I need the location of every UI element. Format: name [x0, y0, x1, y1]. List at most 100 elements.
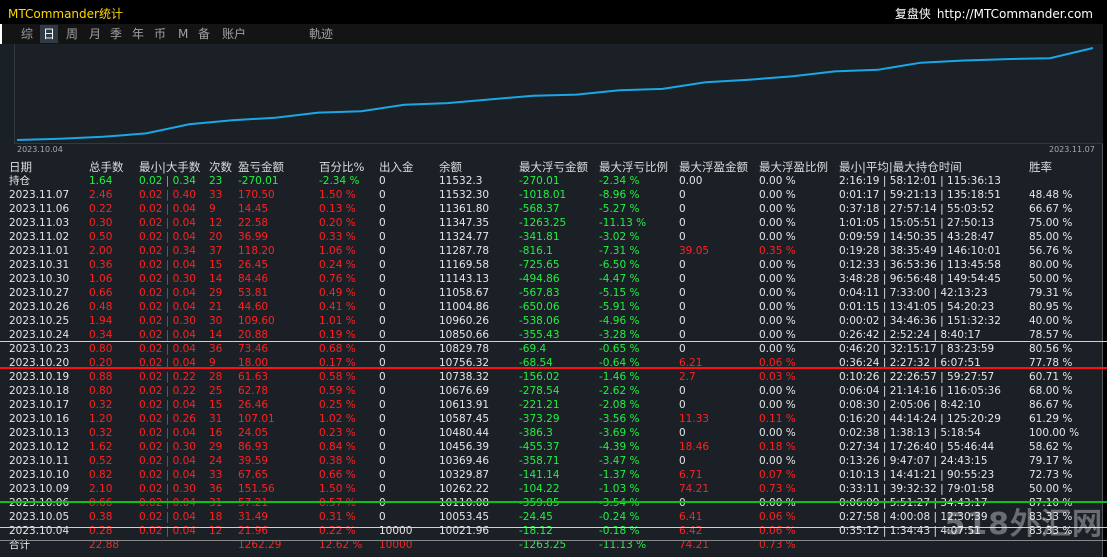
table-cell: -5.15 % [599, 287, 640, 299]
table-cell: 29 [209, 441, 223, 453]
table-row[interactable]: 2023.11.06 0.22 0.02 | 0.04 9 14.45 0.13 % 0 11… [0, 202, 1103, 216]
tab-10[interactable]: 軌迹 [309, 27, 334, 41]
table-cell: 0.02 | 0.04 [139, 525, 196, 537]
table-row[interactable]: 2023.11.03 0.30 0.02 | 0.04 12 22.58 0.20 % 0 1… [0, 216, 1103, 230]
table-row[interactable]: 2023.10.06 0.66 0.02 | 0.04 31 57.21 0.57 % 0 1… [0, 496, 1103, 510]
column-header[interactable]: 盈亏金额 [238, 160, 284, 174]
table-cell: 80.56 % [1029, 343, 1073, 355]
table-cell: 0.82 [89, 469, 113, 481]
table-row[interactable]: 2023.10.04 0.28 0.02 | 0.04 12 21.96 0.22 % 10… [0, 524, 1103, 538]
holding-row[interactable]: 持仓 1.64 0.02 | 0.34 23 -270.01 -2.34 % 0 11532.… [0, 174, 1103, 188]
table-cell: 0.49 % [319, 287, 356, 299]
column-header[interactable]: 最大浮盈比例 [759, 160, 828, 174]
table-cell: 0.00 % [759, 497, 796, 509]
column-header[interactable]: 最大浮亏金额 [519, 160, 588, 174]
table-row[interactable]: 2023.10.13 0.32 0.02 | 0.04 16 24.05 0.23 % 0 1… [0, 426, 1103, 440]
tab-9[interactable]: 账户 [222, 27, 247, 41]
table-cell: -568.37 [519, 203, 560, 215]
red-marker-line [0, 367, 1107, 369]
table-row[interactable]: 2023.10.26 0.48 0.02 | 0.04 21 44.60 0.41 % 0 1… [0, 300, 1103, 314]
table-cell: 2023.10.31 [9, 259, 70, 271]
title-bar: MTCommander统计 复盘侠 http://MTCommander.com [0, 0, 1103, 24]
tab-4[interactable]: 季 [110, 27, 123, 41]
table-cell: 2023.10.24 [9, 329, 70, 341]
table-cell: 0:06:04 | 21:14:16 | 116:05:36 [839, 385, 1001, 397]
table-cell: -1.03 % [599, 483, 640, 495]
column-header[interactable]: 次数 [209, 160, 232, 174]
column-header[interactable]: 最大浮亏比例 [599, 160, 668, 174]
tab-1[interactable]: 日 [40, 25, 59, 43]
table-cell: 0.23 % [319, 427, 356, 439]
table-row[interactable]: 2023.10.18 0.80 0.02 | 0.22 25 62.78 0.59 % 0 1… [0, 384, 1103, 398]
brand-name[interactable]: 复盘侠 [894, 7, 931, 21]
tab-0[interactable]: 综 [21, 27, 34, 41]
watermark-logo: 518外汇网 [944, 507, 1103, 542]
column-header[interactable]: 总手数 [89, 160, 124, 174]
table-row[interactable]: 2023.11.02 0.50 0.02 | 0.04 20 36.99 0.33 % 0 1… [0, 230, 1103, 244]
table-cell: 1:01:05 | 15:05:51 | 27:50:13 [839, 217, 995, 229]
table-cell: 0.00 % [759, 175, 796, 187]
table-cell: 18.00 [238, 357, 269, 369]
column-header[interactable]: 最大浮盈金额 [679, 160, 748, 174]
table-row[interactable]: 2023.10.27 0.66 0.02 | 0.04 29 53.81 0.49 % 0 1… [0, 286, 1103, 300]
table-cell: -355.43 [519, 329, 560, 341]
tab-5[interactable]: 年 [132, 27, 145, 41]
table-row[interactable]: 2023.10.30 1.06 0.02 | 0.30 14 84.46 0.76 % 0 1… [0, 272, 1103, 286]
table-cell: -3.54 % [599, 497, 640, 509]
table-cell: 0.66 % [319, 469, 356, 481]
column-header[interactable]: 最小|平均|最大持仓时间 [839, 160, 962, 174]
table-cell: 2023.10.05 [9, 511, 70, 523]
column-header[interactable]: 余额 [439, 160, 462, 174]
table-cell: -2.62 % [599, 385, 640, 397]
column-header[interactable]: 出入金 [379, 160, 414, 174]
table-row[interactable]: 2023.10.16 1.20 0.02 | 0.26 31 107.01 1.02 % 0… [0, 412, 1103, 426]
table-row[interactable]: 2023.10.31 0.36 0.02 | 0.04 15 26.45 0.24 % 0 1… [0, 258, 1103, 272]
table-cell: 0:02:38 | 1:38:13 | 5:18:54 [839, 427, 981, 439]
table-cell: 0.30 [89, 217, 113, 229]
table-cell: 0.02 | 0.34 [139, 175, 196, 187]
brand-url-link[interactable]: http://MTCommander.com [936, 7, 1093, 21]
table-row[interactable]: 2023.10.12 1.62 0.02 | 0.30 29 86.93 0.84 % 0 1… [0, 440, 1103, 454]
table-cell: 1.06 [89, 273, 113, 285]
column-header[interactable]: 胜率 [1029, 160, 1052, 174]
table-cell: 73.46 [238, 343, 269, 355]
table-row[interactable]: 2023.10.23 0.80 0.02 | 0.04 36 73.46 0.68 % 0 1… [0, 342, 1103, 356]
table-row[interactable]: 2023.11.07 2.46 0.02 | 0.40 33 170.50 1.50 % 0… [0, 188, 1103, 202]
tab-6[interactable]: 币 [154, 27, 167, 41]
table-row[interactable]: 2023.10.11 0.52 0.02 | 0.04 24 39.59 0.38 % 0 1… [0, 454, 1103, 468]
table-row[interactable]: 2023.10.19 0.88 0.02 | 0.22 28 61.63 0.58 % 0 1… [0, 370, 1103, 384]
table-cell: 50.00 % [1029, 273, 1073, 285]
table-row[interactable]: 2023.11.01 2.00 0.02 | 0.34 37 118.20 1.06 % 0… [0, 244, 1103, 258]
table-row[interactable]: 2023.10.25 1.94 0.02 | 0.30 30 109.60 1.01 % 0… [0, 314, 1103, 328]
table-cell: 2023.10.25 [9, 315, 70, 327]
table-row[interactable]: 2023.10.09 2.10 0.02 | 0.30 36 151.56 1.50 % 0… [0, 482, 1103, 496]
table-cell: 0 [379, 497, 386, 509]
table-row[interactable]: 2023.10.24 0.34 0.02 | 0.04 14 20.88 0.19 % 0 1… [0, 328, 1103, 342]
table-cell: 0:13:26 | 9:47:07 | 24:43:15 [839, 455, 988, 467]
tab-8[interactable]: 备 [198, 27, 211, 41]
table-cell: 2:16:19 | 58:12:01 | 115:36:13 [839, 175, 1001, 187]
table-row[interactable]: 2023.10.17 0.32 0.02 | 0.04 15 26.46 0.25 % 0 1… [0, 398, 1103, 412]
table-row[interactable]: 2023.10.20 0.20 0.02 | 0.04 9 18.00 0.17 % 0 10… [0, 356, 1103, 370]
table-cell: 0:35:12 | 1:34:43 | 4:07:51 [839, 525, 981, 537]
column-header[interactable]: 日期 [9, 160, 32, 174]
tab-3[interactable]: 月 [89, 27, 102, 41]
table-cell: 0:00:02 | 34:46:36 | 151:32:32 [839, 315, 1001, 327]
table-cell: 0.00 % [759, 217, 796, 229]
table-cell: 0 [379, 301, 386, 313]
table-cell: 11287.78 [439, 245, 490, 257]
table-cell: 61.29 % [1029, 413, 1073, 425]
tab-7[interactable]: M [178, 27, 189, 41]
table-row[interactable]: 2023.10.05 0.38 0.02 | 0.04 18 31.49 0.31 % 0 1… [0, 510, 1103, 524]
column-header[interactable]: 百分比% [319, 160, 365, 174]
table-cell: 0.32 [89, 427, 113, 439]
table-cell: 0.34 [89, 329, 113, 341]
table-cell: 0.20 % [319, 217, 356, 229]
table-cell: 0 [679, 343, 686, 355]
tab-2[interactable]: 周 [66, 27, 79, 41]
table-cell: -221.21 [519, 399, 560, 411]
column-header[interactable]: 最小|大手数 [139, 160, 201, 174]
total-row[interactable]: 合计 22.88 1262.29 12.62 % 10000 -1263.25 -11.13… [0, 538, 1103, 552]
table-cell: 80.00 % [1029, 259, 1073, 271]
table-row[interactable]: 2023.10.10 0.82 0.02 | 0.04 33 67.65 0.66 % 0 1… [0, 468, 1103, 482]
